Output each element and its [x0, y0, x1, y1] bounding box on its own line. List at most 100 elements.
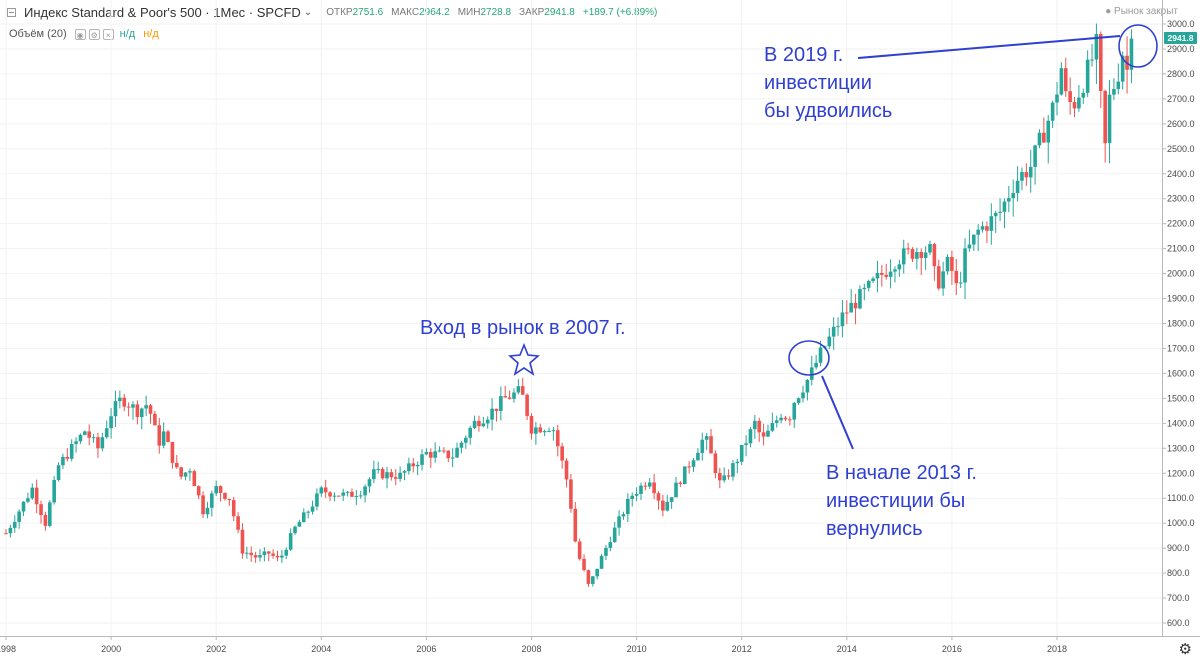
candle-body [96, 437, 100, 449]
chart-title[interactable]: Индекс Standard & Poor's 500 · 1Мес · SP… [24, 4, 301, 20]
candle-body [796, 398, 801, 403]
annotation-2013-circle [788, 340, 830, 376]
ohlc-change: +189.7 (+6.89%) [582, 6, 658, 18]
candle-body [564, 460, 569, 480]
candle-body [433, 451, 437, 458]
candle-body [739, 444, 744, 462]
candle-body [332, 495, 337, 497]
time-tick-label: 2012 [732, 644, 752, 654]
candle-body [845, 312, 849, 314]
candle-body [989, 216, 994, 231]
candle-body [928, 244, 932, 253]
chart-settings-icon[interactable]: ⚙ [1178, 641, 1192, 658]
candle-body [687, 466, 691, 468]
annotation-2013-pointer [821, 375, 854, 450]
candle-body [139, 408, 144, 418]
candle-body [1050, 102, 1055, 121]
candle-body [573, 508, 578, 542]
candle-body [21, 501, 26, 512]
collapse-toggle-icon[interactable] [7, 7, 16, 17]
candle-body [577, 541, 582, 559]
annotation-2019-line-1: В 2019 г. [764, 44, 843, 66]
candle-body [998, 211, 1002, 213]
candle-body [424, 452, 429, 455]
candle-body [770, 422, 775, 431]
time-tick-label: 2014 [837, 644, 857, 654]
chevron-down-icon[interactable]: ⌄ [303, 6, 313, 18]
candle-body [69, 443, 74, 459]
time-tick-label: 2000 [101, 644, 121, 654]
candle-body [319, 487, 324, 494]
candle-body [214, 486, 218, 494]
candle-body [630, 495, 635, 499]
candle-body [1090, 59, 1094, 61]
candle-body [43, 514, 48, 526]
candle-body [47, 502, 52, 526]
candle-body [761, 432, 766, 437]
candle-body [950, 256, 954, 271]
candle-body [971, 234, 976, 245]
candle-body [691, 460, 696, 467]
candle-body [599, 555, 604, 569]
candle-body [626, 498, 630, 515]
candle-body [437, 450, 442, 452]
price-tick-label: 2900.0 [1167, 44, 1195, 54]
candle-body [442, 450, 446, 452]
candle-body [144, 405, 148, 409]
candle-body [354, 496, 359, 498]
volume-label[interactable]: Объём (20) [9, 28, 67, 40]
candle-body [866, 281, 871, 288]
candle-body [718, 473, 722, 481]
candle-body [135, 404, 140, 418]
candle-body [494, 408, 499, 411]
candle-body [709, 436, 713, 454]
candle-body [8, 527, 13, 534]
candle-body [612, 527, 617, 543]
candle-body [249, 552, 254, 556]
candle-body [726, 475, 731, 477]
candle-body [301, 512, 306, 523]
candle-body [179, 467, 183, 477]
ohlc-low: МИН2728.8 [457, 6, 512, 18]
candle-body [477, 420, 481, 427]
settings-icon[interactable]: ⚙ [88, 28, 100, 40]
candle-body [976, 229, 980, 235]
candle-body [748, 429, 753, 444]
volume-indicator[interactable]: Объём (20) ◉ ⚙ × н/д н/д [9, 28, 159, 40]
candle-body [853, 302, 858, 309]
candle-body [1107, 94, 1112, 144]
candle-body [188, 471, 192, 473]
candle-body [407, 463, 411, 472]
candle-body [704, 436, 709, 440]
candle-body [52, 480, 56, 503]
eye-icon[interactable]: ◉ [74, 28, 86, 40]
candle-body [12, 521, 17, 528]
candle-body [284, 549, 289, 556]
candle-body [818, 347, 823, 363]
price-tick-label: 800.0 [1167, 568, 1190, 578]
candle-body [122, 397, 127, 407]
candle-body [963, 248, 967, 283]
candle-body [617, 516, 621, 528]
candle-body [380, 469, 385, 479]
candle-body [183, 472, 188, 477]
candle-body [468, 427, 472, 438]
candle-body [1002, 201, 1007, 212]
candle-body [227, 498, 232, 501]
last-price-badge: 2941.8 [1164, 32, 1197, 44]
time-tick-label: 2010 [627, 644, 647, 654]
candle-body [1055, 94, 1059, 103]
candle-body [166, 431, 170, 443]
candle-body [196, 486, 201, 496]
close-icon[interactable]: × [102, 28, 114, 40]
candle-body [836, 326, 840, 328]
star-icon [508, 342, 540, 376]
ohlc-high: МАКС2964.2 [391, 6, 450, 18]
candle-body [1033, 145, 1037, 167]
candle-body [875, 272, 880, 279]
candle-body [792, 402, 797, 420]
candle-body [310, 506, 315, 512]
candle-body [385, 472, 389, 479]
candle-body [722, 475, 726, 481]
